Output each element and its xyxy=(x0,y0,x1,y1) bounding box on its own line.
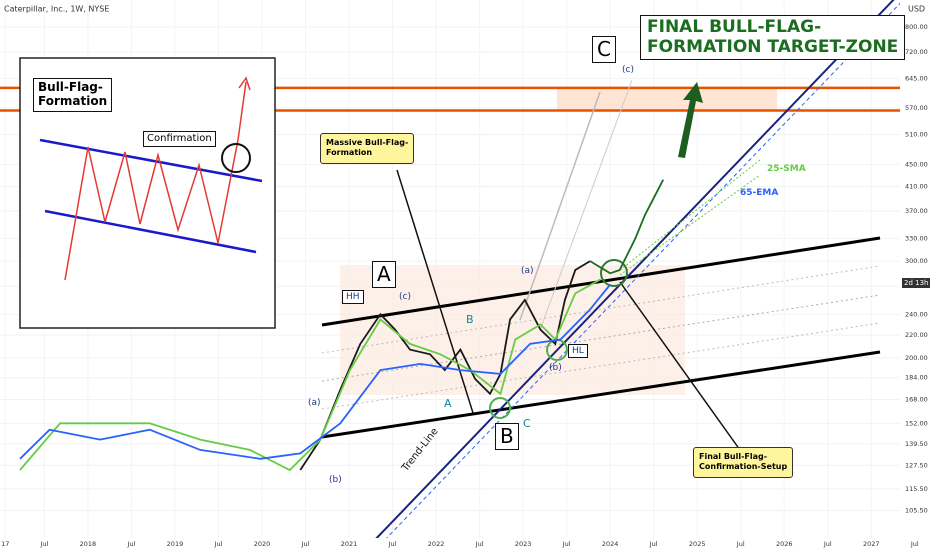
wave-label: A xyxy=(444,397,452,410)
y-tick-label: 220.00 xyxy=(905,331,928,339)
y-tick-label: 168.00 xyxy=(905,395,928,403)
y-tick-label: 410.00 xyxy=(905,183,928,191)
target-arrow xyxy=(678,82,703,158)
x-tick-label: Jul xyxy=(910,540,919,548)
wave-label: (a) xyxy=(521,266,534,276)
trend-line-parallel xyxy=(379,0,904,546)
x-tick-label: 2018 xyxy=(80,540,97,548)
series-line xyxy=(19,278,602,472)
projection-arrow xyxy=(539,79,633,331)
wave-label: (a) xyxy=(308,398,321,408)
sma-projection xyxy=(619,174,761,276)
y-tick-label: 139.50 xyxy=(905,440,928,448)
y-tick-label: 330.00 xyxy=(905,234,928,242)
channel-bottom xyxy=(321,350,881,439)
y-tick-label: 240.00 xyxy=(905,310,928,318)
x-tick-label: 2020 xyxy=(254,540,271,548)
marker-circle xyxy=(600,259,628,287)
y-tick-label: 184.00 xyxy=(905,374,928,382)
wave-label: A xyxy=(372,261,396,288)
trend-line xyxy=(369,0,895,546)
target-title: FINAL BULL-FLAG- FORMATION TARGET-ZONE xyxy=(640,15,906,61)
inset-label: Confirmation xyxy=(143,131,216,147)
y-tick-label: 105.50 xyxy=(905,506,928,514)
x-tick-label: 2024 xyxy=(602,540,619,548)
callout-line xyxy=(396,169,474,414)
y-tick-label: 450.00 xyxy=(905,160,928,168)
x-tick-label: 2023 xyxy=(515,540,532,548)
wave-label: (c) xyxy=(399,292,411,302)
wave-label: HH xyxy=(342,290,364,305)
y-tick-label: 645.00 xyxy=(905,74,928,82)
inset-circle xyxy=(221,143,251,173)
x-tick-label: 2022 xyxy=(428,540,445,548)
time-axis xyxy=(0,538,932,550)
wave-label: C xyxy=(523,417,531,430)
channel-top xyxy=(321,236,881,327)
y-tick-label: 300.00 xyxy=(905,257,928,265)
legend-label: 65-EMA xyxy=(740,188,779,198)
marker-circle xyxy=(489,397,511,419)
price-axis xyxy=(900,0,932,550)
callout: Massive Bull-Flag- Formation xyxy=(320,133,415,164)
y-tick-label: 510.00 xyxy=(905,130,928,138)
series-line xyxy=(299,260,591,471)
inset-arrowhead xyxy=(238,76,251,91)
target-zone xyxy=(557,88,777,111)
x-tick-label: 2019 xyxy=(167,540,184,548)
x-tick-label: Jul xyxy=(388,540,397,548)
inset-flag-bottom xyxy=(44,209,257,254)
wave-label: (b) xyxy=(549,363,562,373)
x-tick-label: 17 xyxy=(1,540,9,548)
x-tick-label: 2021 xyxy=(341,540,358,548)
y-tick-label: 152.00 xyxy=(905,419,928,427)
series-line xyxy=(589,179,664,275)
channel-mid xyxy=(321,294,881,382)
x-tick-label: 2027 xyxy=(863,540,880,548)
symbol-title: Caterpillar, Inc., 1W, NYSE xyxy=(4,5,109,14)
channel-guide xyxy=(321,322,881,410)
currency: USD xyxy=(908,5,925,14)
x-tick-label: Jul xyxy=(214,540,223,548)
legend-label: 25-SMA xyxy=(767,164,806,174)
trend-line-label: Trend-Line xyxy=(399,426,440,474)
x-tick-label: Jul xyxy=(649,540,658,548)
sma-projection xyxy=(619,159,761,271)
inset-zigzag xyxy=(64,81,247,281)
wave-label: C xyxy=(592,36,616,63)
wave-label: HL xyxy=(568,344,588,359)
y-tick-label: 720.00 xyxy=(905,48,928,56)
x-tick-label: 2026 xyxy=(776,540,793,548)
inset-flag-top xyxy=(39,138,263,183)
wave-label: B xyxy=(466,313,474,326)
x-tick-label: Jul xyxy=(475,540,484,548)
y-tick-label: 370.00 xyxy=(905,207,928,215)
y-tick-label: 200.00 xyxy=(905,354,928,362)
x-tick-label: Jul xyxy=(127,540,136,548)
series-line xyxy=(19,283,611,460)
x-tick-label: Jul xyxy=(39,540,48,548)
y-tick-label: 800.00 xyxy=(905,23,928,31)
wave-label: B xyxy=(495,423,519,450)
x-tick-label: Jul xyxy=(562,540,571,548)
wave-label: (c) xyxy=(622,65,634,75)
x-tick-label: Jul xyxy=(301,540,310,548)
x-tick-label: Jul xyxy=(823,540,832,548)
countdown: 2d 13h xyxy=(902,278,931,288)
y-tick-label: 127.50 xyxy=(905,461,928,469)
y-tick-label: 570.00 xyxy=(905,104,928,112)
callout: Final Bull-Flag- Confirmation-Setup xyxy=(693,447,794,478)
channel-guide xyxy=(321,265,881,354)
inset-title: Bull-Flag- Formation xyxy=(33,78,113,112)
x-tick-label: 2025 xyxy=(689,540,706,548)
wave-label: (b) xyxy=(329,475,342,485)
callout-line xyxy=(619,281,741,451)
x-tick-label: Jul xyxy=(736,540,745,548)
y-tick-label: 115.50 xyxy=(905,485,928,493)
projection-arrow xyxy=(519,91,601,321)
